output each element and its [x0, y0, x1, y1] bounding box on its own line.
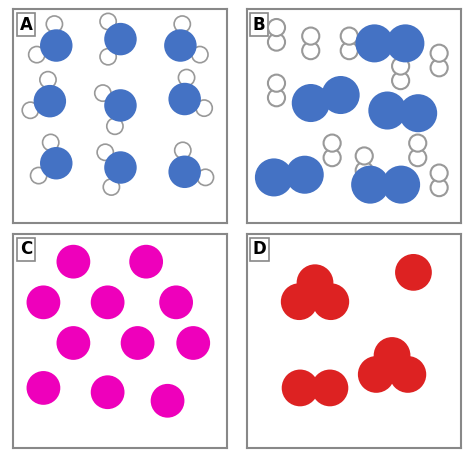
Circle shape — [197, 169, 214, 186]
Circle shape — [341, 42, 358, 59]
Circle shape — [121, 327, 154, 359]
Circle shape — [312, 370, 347, 405]
Circle shape — [392, 72, 409, 89]
Circle shape — [430, 45, 448, 62]
Circle shape — [169, 84, 200, 114]
Circle shape — [282, 284, 317, 319]
Circle shape — [130, 245, 162, 278]
Circle shape — [359, 357, 394, 392]
Circle shape — [105, 24, 136, 54]
Circle shape — [313, 284, 348, 319]
Circle shape — [97, 144, 113, 160]
Circle shape — [409, 134, 426, 152]
Circle shape — [95, 85, 111, 101]
Circle shape — [383, 166, 419, 203]
Circle shape — [341, 27, 358, 45]
Circle shape — [57, 327, 90, 359]
Circle shape — [283, 370, 318, 405]
Circle shape — [369, 92, 406, 129]
Circle shape — [152, 385, 183, 417]
Circle shape — [174, 142, 191, 159]
Circle shape — [41, 148, 72, 179]
Circle shape — [292, 85, 329, 121]
Circle shape — [390, 357, 425, 392]
Circle shape — [268, 19, 285, 36]
Circle shape — [302, 27, 319, 45]
Circle shape — [40, 72, 56, 88]
Circle shape — [57, 245, 90, 278]
Circle shape — [268, 33, 285, 51]
Circle shape — [35, 86, 65, 117]
Circle shape — [352, 166, 388, 203]
Text: B: B — [253, 16, 265, 33]
Circle shape — [178, 69, 195, 86]
Text: D: D — [253, 240, 267, 258]
Circle shape — [324, 149, 341, 166]
Circle shape — [169, 156, 200, 187]
Circle shape — [392, 58, 409, 74]
Circle shape — [302, 42, 319, 59]
Circle shape — [409, 149, 426, 166]
Circle shape — [105, 152, 136, 183]
Circle shape — [30, 167, 47, 184]
Circle shape — [165, 30, 196, 61]
Circle shape — [287, 157, 323, 193]
Circle shape — [91, 376, 124, 408]
Circle shape — [46, 16, 63, 32]
Circle shape — [356, 148, 373, 165]
Text: A: A — [20, 16, 33, 33]
Circle shape — [177, 327, 210, 359]
Circle shape — [27, 372, 59, 404]
Text: C: C — [20, 240, 32, 258]
Circle shape — [268, 89, 285, 106]
Circle shape — [387, 25, 424, 62]
Circle shape — [41, 30, 72, 61]
Circle shape — [374, 338, 410, 373]
Circle shape — [91, 286, 124, 319]
Circle shape — [27, 286, 59, 319]
Circle shape — [396, 255, 431, 290]
Circle shape — [43, 134, 59, 151]
Circle shape — [192, 47, 208, 63]
Circle shape — [107, 118, 123, 134]
Circle shape — [160, 286, 192, 319]
Circle shape — [298, 265, 333, 300]
Circle shape — [430, 165, 448, 181]
Circle shape — [196, 100, 212, 116]
Circle shape — [356, 25, 392, 62]
Circle shape — [105, 90, 136, 121]
Circle shape — [322, 77, 359, 113]
Circle shape — [100, 13, 116, 30]
Circle shape — [100, 48, 116, 65]
Circle shape — [28, 47, 45, 63]
Circle shape — [400, 95, 437, 132]
Circle shape — [268, 74, 285, 92]
Circle shape — [174, 16, 191, 32]
Circle shape — [103, 179, 119, 195]
Circle shape — [430, 179, 448, 196]
Circle shape — [430, 59, 448, 76]
Circle shape — [256, 159, 292, 196]
Circle shape — [356, 162, 373, 179]
Circle shape — [22, 102, 38, 118]
Circle shape — [324, 134, 341, 152]
